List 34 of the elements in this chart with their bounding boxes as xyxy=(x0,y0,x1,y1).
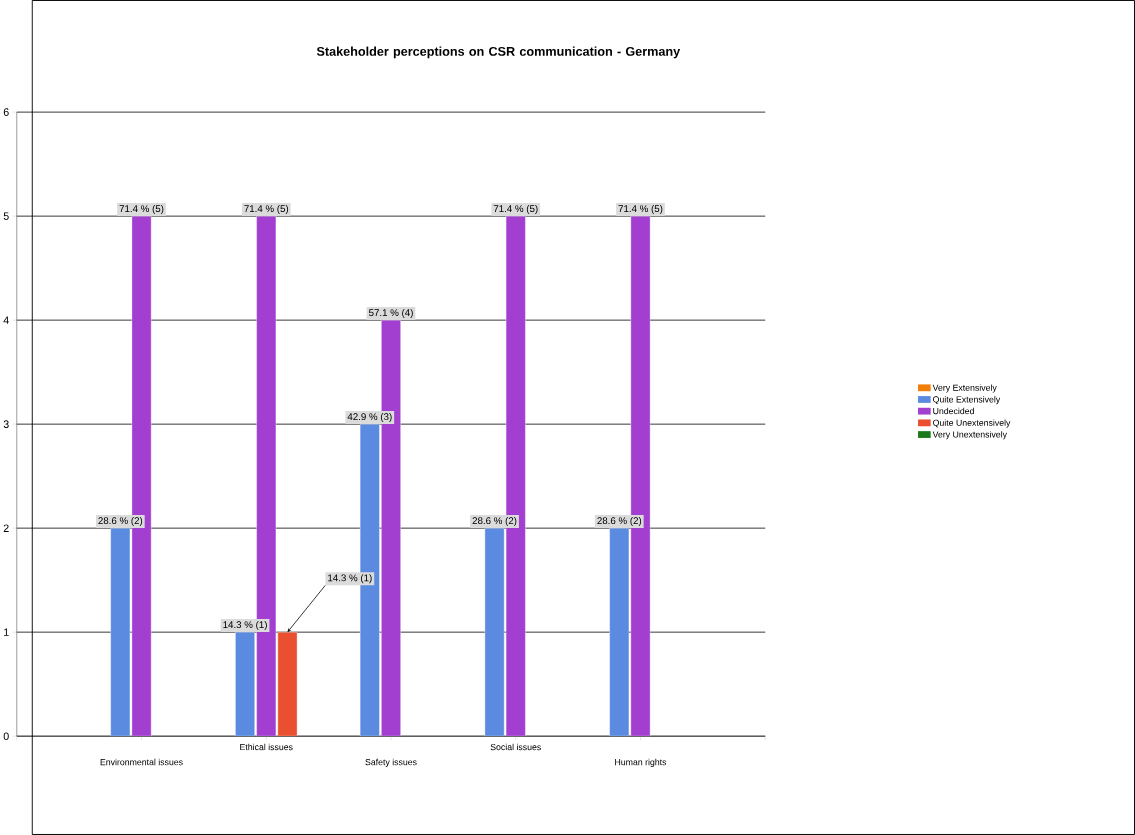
data-label: 71.4 % (5) xyxy=(244,204,289,214)
x-tick-label: Safety issues xyxy=(365,758,417,767)
data-label: 28.6 % (2) xyxy=(472,516,517,527)
legend-label: Very Extensively xyxy=(932,384,997,393)
x-tick-label: Human rights xyxy=(615,758,667,767)
y-tick-label: 0 xyxy=(3,732,9,740)
y-tick-label: 3 xyxy=(3,420,9,428)
legend-label: Very Unextensively xyxy=(932,431,1007,440)
data-label: 57.1 % (4) xyxy=(368,308,413,319)
data-label: 42.9 % (3) xyxy=(347,412,392,423)
legend-label: Undecided xyxy=(933,407,974,415)
data-label: 71.4 % (5) xyxy=(119,204,164,214)
legend-label: Quite Unextensively xyxy=(933,419,1011,428)
bar xyxy=(381,319,401,737)
x-tick-label: Social issues xyxy=(490,743,541,751)
legend-label: Quite Extensively xyxy=(933,396,1001,405)
data-label: 71.4 % (5) xyxy=(618,204,663,214)
data-label: 28.6 % (2) xyxy=(597,516,642,527)
data-label: 14.3 % (1) xyxy=(223,620,267,631)
y-tick-label: 6 xyxy=(3,108,9,116)
data-label: 14.3 % (1) xyxy=(328,574,372,584)
y-tick-label: 2 xyxy=(3,524,9,532)
bar xyxy=(256,215,277,737)
data-label: 28.6 % (2) xyxy=(98,516,143,527)
bar xyxy=(505,215,526,737)
x-tick-label: Environmental issues xyxy=(100,758,183,766)
y-tick-label: 4 xyxy=(3,316,9,324)
bar xyxy=(131,215,152,737)
y-tick-label: 5 xyxy=(3,212,9,220)
y-tick-label: 1 xyxy=(4,628,9,636)
bar xyxy=(630,215,651,737)
data-label: 71.4 % (5) xyxy=(493,204,538,214)
chart-title: Stakeholder perceptions on CSR communication - Germany xyxy=(316,46,681,59)
x-tick-label: Ethical issues xyxy=(240,743,293,751)
